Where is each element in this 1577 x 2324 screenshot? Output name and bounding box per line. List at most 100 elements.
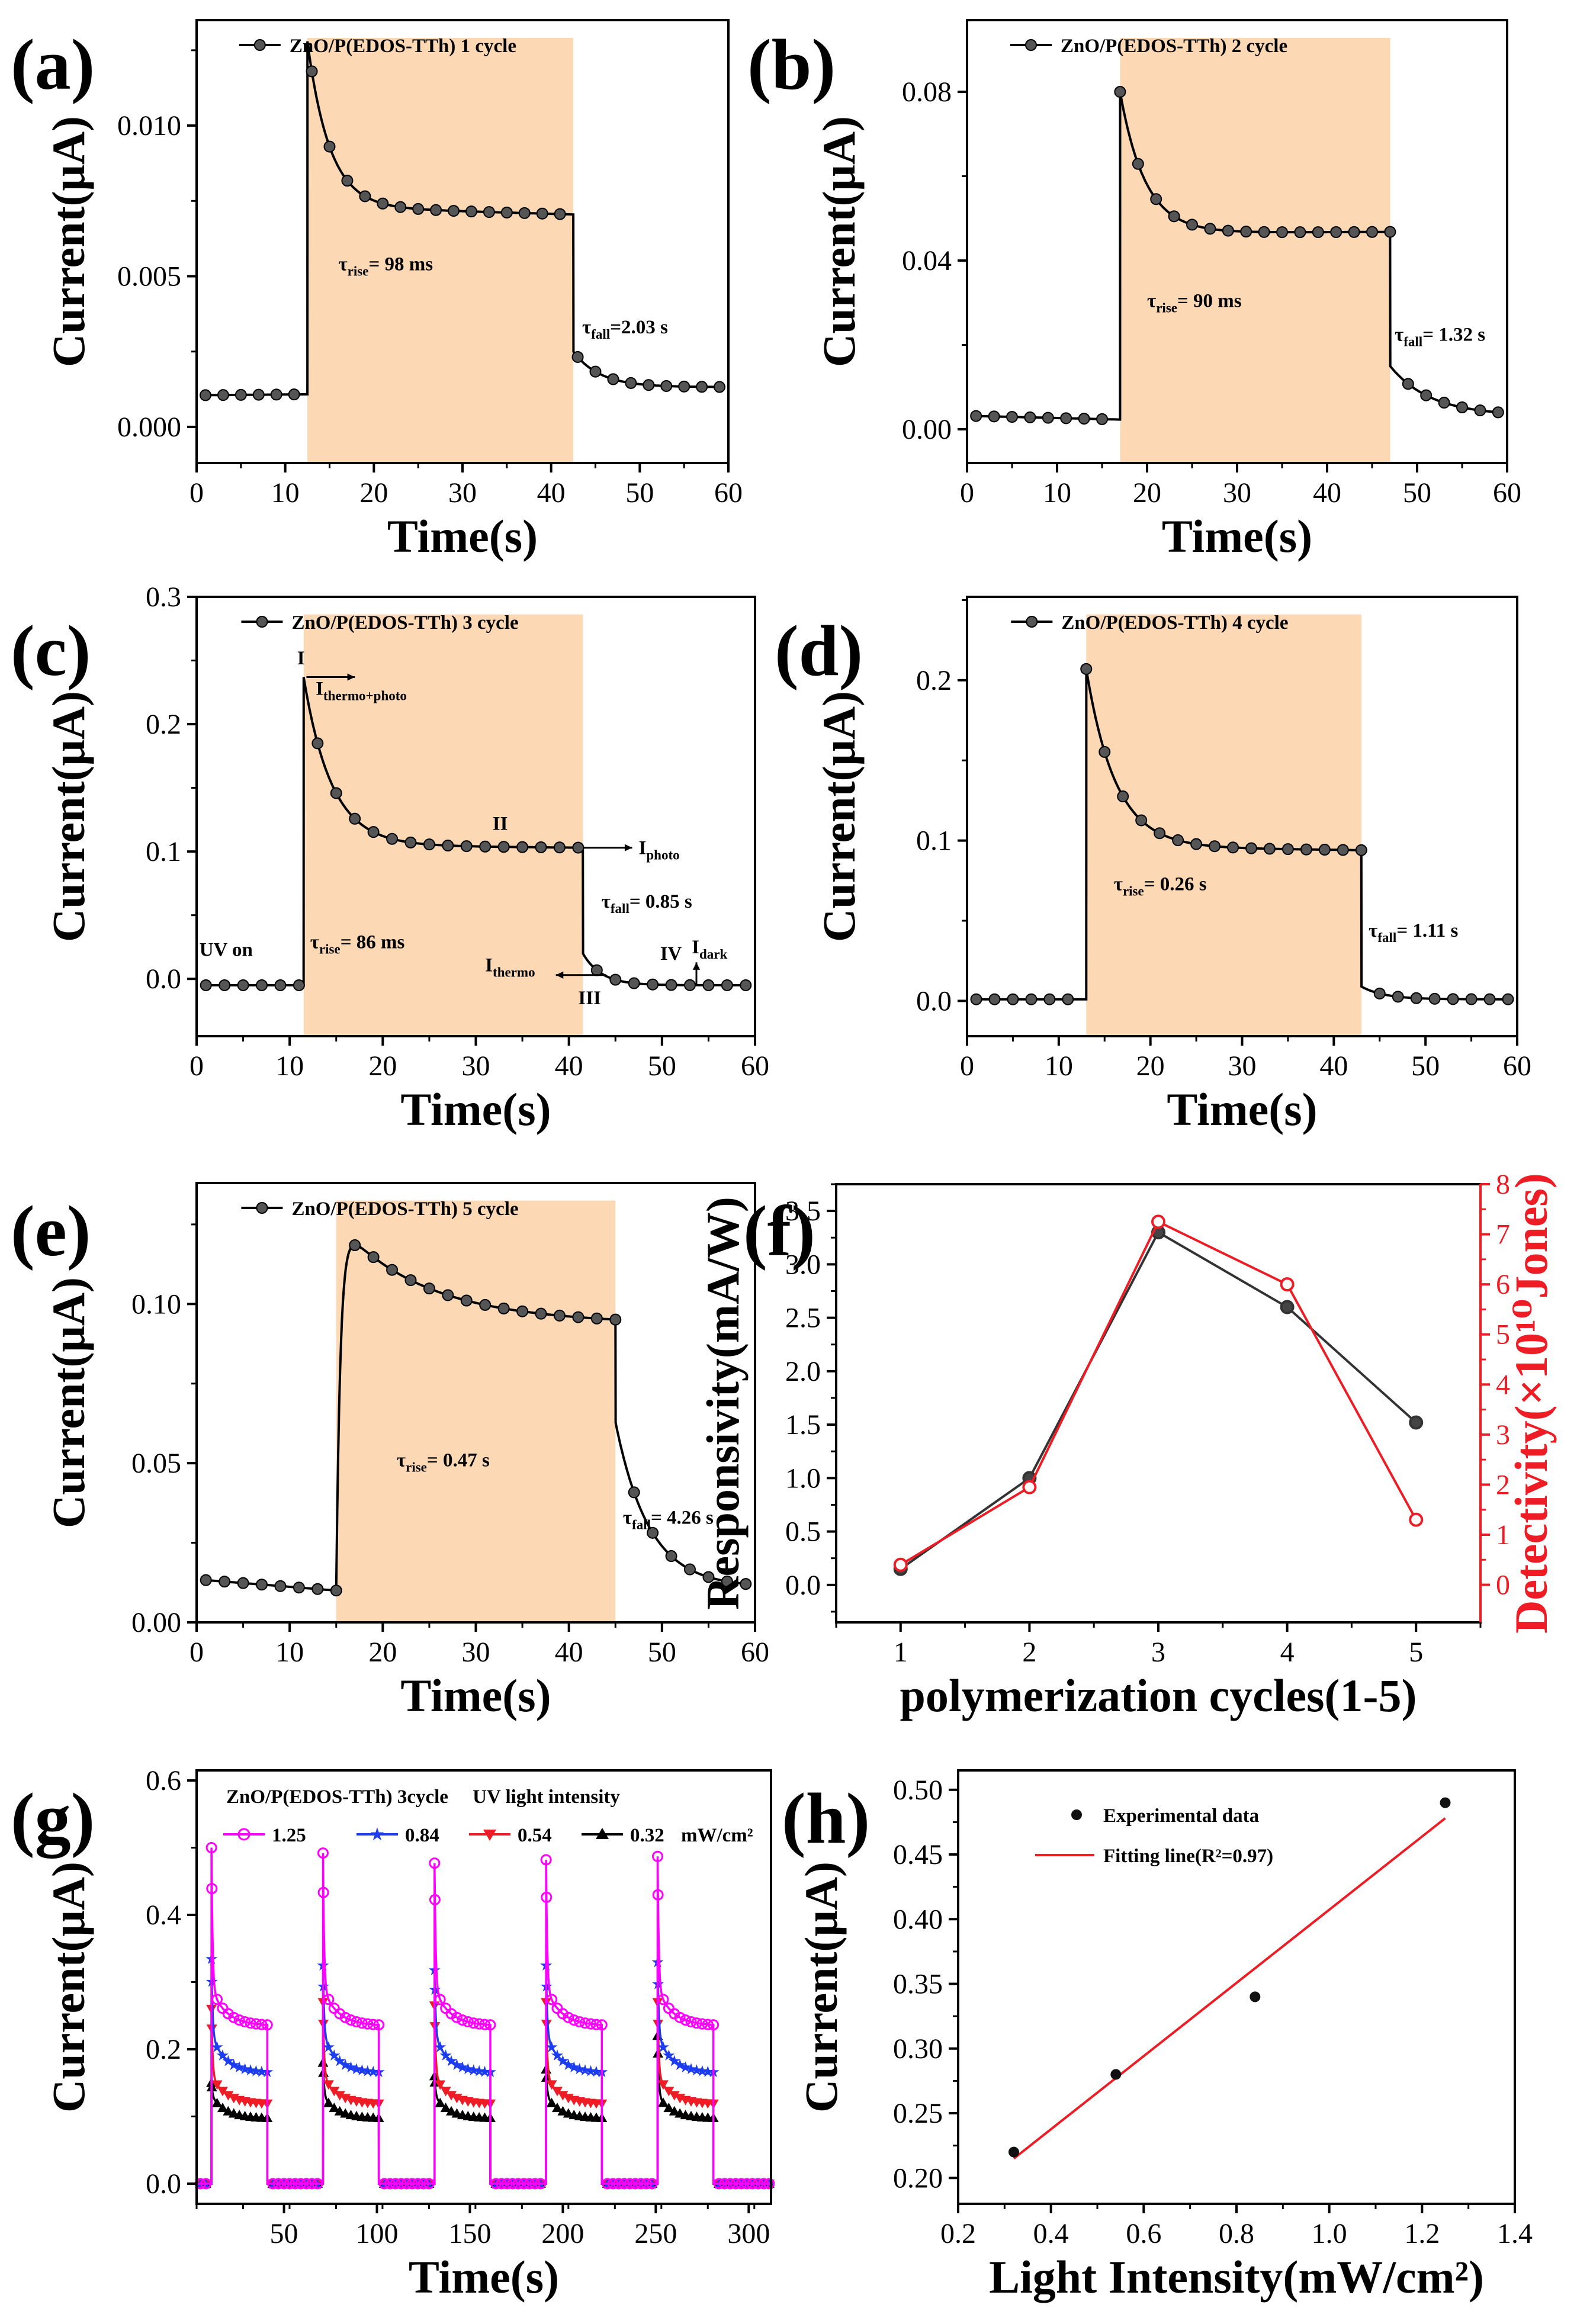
annotation-main: τ (338, 253, 347, 275)
fit-line (1013, 1817, 1446, 2160)
data-point (678, 380, 690, 393)
legend-label: 1.25 (272, 1825, 306, 1846)
data-point (1294, 226, 1306, 239)
data-point (1384, 226, 1396, 238)
series-line-0.84 (197, 1958, 771, 2185)
x-tick-label: 1.4 (1497, 2218, 1533, 2249)
marker-1.25 (423, 2178, 435, 2190)
x-tick-label: 30 (448, 477, 477, 509)
data-point-responsivity (1409, 1415, 1424, 1430)
y-tick-label: 0.000 (117, 412, 181, 443)
marker-0.54 (435, 2080, 446, 2090)
x-axis-label: Time(s) (409, 2251, 559, 2303)
annotation-sub: fall (1403, 334, 1422, 349)
marker-1.25 (696, 2018, 708, 2030)
data-point (237, 979, 249, 991)
x-tick-label: 0.8 (1219, 2218, 1254, 2249)
data-point (553, 841, 566, 854)
marker-1.25 (574, 2016, 586, 2028)
annotation-main: τ (582, 317, 591, 338)
marker-1.25 (205, 1842, 217, 1854)
marker-0.32 (557, 2106, 569, 2116)
marker-1.25 (518, 2178, 529, 2190)
data-point (367, 1251, 380, 1264)
marker-1.25 (429, 1857, 441, 1869)
y2-axis-label: Detectivity(×10¹⁰Jones) (1505, 1173, 1557, 1634)
annotation: τfall= 0.85 s (602, 891, 692, 916)
y-tick-label: 0.2 (916, 665, 952, 696)
marker-0.84: ★ (433, 2039, 447, 2056)
marker-1.25 (685, 2016, 697, 2028)
annotation: II (493, 814, 508, 835)
data-point (1440, 1797, 1451, 1808)
legend-label: 0.54 (518, 1825, 552, 1846)
marker-1.25 (222, 2008, 234, 2020)
y-tick-label: 0.25 (893, 2098, 943, 2129)
annotation-post: = 4.26 s (651, 1507, 714, 1528)
legend-label: ZnO/P(EDOS-TTh) 1 cycle (290, 36, 516, 57)
marker-0.54 (334, 2091, 345, 2101)
marker-0.54 (440, 2087, 451, 2097)
legend-label: 0.84 (405, 1825, 439, 1846)
data-point (1132, 157, 1144, 170)
marker-0.84: ★ (355, 2062, 369, 2079)
marker-0.84: ★ (327, 2047, 341, 2064)
data-point (589, 365, 602, 378)
marker-1.25 (406, 2178, 418, 2190)
y-tick-label: 0.0 (916, 985, 952, 1017)
annotation-post: = 98 ms (368, 253, 433, 275)
marker-1.25 (735, 2178, 747, 2190)
x-tick-label: 20 (1133, 477, 1161, 509)
data-point (1456, 401, 1468, 414)
data-point (293, 979, 305, 991)
y-tick-label: 0.2 (146, 2034, 181, 2065)
data-point (628, 1486, 640, 1499)
panel-e: 0 10 20 30 40 50 60 0.00 0.05 0.10 Time(s) Current(… (11, 1182, 769, 1721)
data-point (330, 1584, 342, 1597)
annotation-sub: fall (611, 901, 629, 916)
marker-1.25 (523, 2178, 535, 2190)
data-point (1474, 404, 1486, 417)
data-point (1465, 993, 1478, 1005)
data-point (1410, 992, 1422, 1004)
y-tick-label: 0.2 (146, 709, 181, 740)
legend-label: ZnO/P(EDOS-TTh) 5 cycle (291, 1198, 518, 1220)
data-point (572, 841, 584, 854)
panel-label: (h) (782, 1779, 870, 1859)
data-point (219, 979, 231, 991)
marker-1.25 (339, 2011, 351, 2023)
data-point (1099, 745, 1111, 758)
x-tick-label: 50 (648, 1637, 676, 1668)
data-point (256, 979, 268, 991)
y-axis-label: Current(μA) (43, 1277, 94, 1528)
annotation: I (297, 648, 305, 669)
data-point (571, 351, 584, 363)
data-point (553, 1309, 566, 1322)
x-tick-label: 0.2 (940, 2218, 976, 2249)
data-point (702, 1571, 715, 1583)
marker-1.25 (272, 2178, 284, 2190)
marker-1.25 (585, 2018, 597, 2030)
marker-0.84: ★ (545, 2039, 558, 2056)
annotation-sub: fall (591, 327, 610, 342)
annotation-post: =2.03 s (610, 317, 668, 338)
data-point (256, 1579, 268, 1591)
data-point (1281, 843, 1294, 856)
marker-0.84: ★ (450, 2056, 464, 2074)
data-point (1096, 413, 1108, 425)
annotation-post: = 0.47 s (427, 1450, 490, 1471)
y-axis-label: Current(μA) (43, 691, 94, 942)
x-tick-label: 20 (1136, 1050, 1165, 1082)
x-tick-label: 10 (271, 477, 300, 509)
panel-d: 0 10 20 30 40 50 60 0.0 0.1 0.2 Time(s) Current(μA)… (775, 596, 1531, 1135)
data-point (1042, 412, 1054, 424)
data-point (1502, 993, 1514, 1005)
panel-h: 0.2 0.4 0.6 0.8 1.0 1.2 1.4 0.20 0.25 0.30 0.35 0.4… (782, 1769, 1533, 2303)
x-tick-label: 40 (555, 1050, 583, 1082)
y-tick-label: 0.3 (146, 581, 181, 613)
x-tick-label: 30 (462, 1050, 490, 1082)
data-point (349, 1239, 361, 1252)
data-point (1190, 838, 1203, 850)
y-tick-label: 0.0 (785, 1570, 821, 1601)
y-tick-label: 0.05 (131, 1448, 181, 1479)
